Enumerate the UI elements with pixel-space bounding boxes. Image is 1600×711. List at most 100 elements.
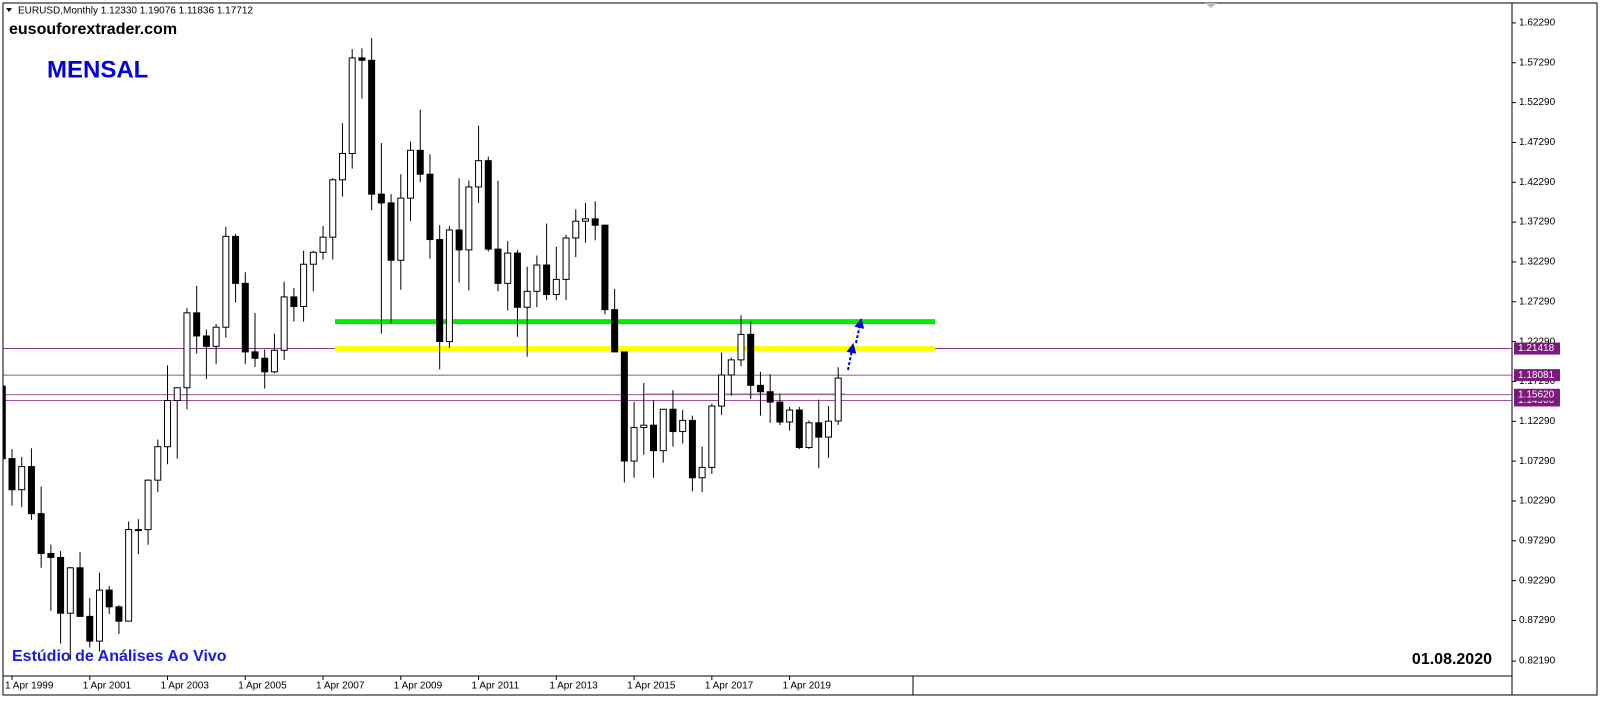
- candle-body: [300, 263, 308, 307]
- site-name: eusouforextrader.com: [9, 21, 177, 38]
- candle-body: [824, 420, 832, 438]
- candle-body: [280, 296, 288, 351]
- candle-body: [572, 220, 580, 239]
- price-tag: [1514, 369, 1560, 382]
- candle-body: [513, 252, 521, 308]
- candle-body: [630, 427, 638, 462]
- candle-body: [426, 173, 434, 241]
- candle-body: [27, 466, 35, 515]
- candle-body: [494, 248, 502, 284]
- footer-text: Estúdio de Análises Ao Vivo: [12, 648, 227, 665]
- candle-body: [47, 552, 55, 558]
- y-tick-label: 0.87290: [1519, 615, 1556, 626]
- x-tick-label: 1 Apr 2007: [316, 681, 365, 692]
- candle-body: [105, 589, 113, 608]
- candle-body: [815, 422, 823, 438]
- candle-body: [523, 290, 531, 308]
- candle-body: [756, 384, 764, 393]
- y-tick-label: 0.92290: [1519, 575, 1556, 586]
- candle-body: [76, 567, 84, 617]
- candle-body: [18, 466, 26, 491]
- candle-body: [338, 153, 346, 181]
- candle-body: [737, 333, 745, 361]
- chart-header: EURUSD,Monthly 1.12330 1.19076 1.11836 1…: [18, 6, 253, 17]
- candle-body: [679, 419, 687, 433]
- candle-body: [144, 479, 152, 531]
- candle-body: [562, 237, 570, 280]
- candle-body: [436, 239, 444, 343]
- candle-body: [202, 335, 210, 347]
- candle-body: [348, 57, 356, 155]
- x-tick-label: 1 Apr 2001: [83, 681, 132, 692]
- candle-body: [659, 408, 667, 452]
- candle-body: [640, 424, 648, 429]
- candle-body: [611, 309, 619, 353]
- candle-body: [329, 179, 337, 238]
- plot-area: [3, 37, 1512, 661]
- candle-body: [86, 615, 94, 642]
- x-tick-label: 1 Apr 2009: [394, 681, 443, 692]
- candle-body: [718, 374, 726, 407]
- candle-body: [377, 193, 385, 204]
- candle-body: [222, 235, 230, 328]
- candle-body: [309, 251, 317, 265]
- y-tick-label: 1.47290: [1519, 137, 1556, 148]
- candle-body: [37, 513, 45, 554]
- y-tick-label: 1.27290: [1519, 296, 1556, 307]
- candle-body: [504, 252, 512, 284]
- candle-body: [125, 529, 133, 622]
- candle-body: [319, 236, 327, 253]
- candle-body: [241, 282, 249, 353]
- candle-body: [290, 296, 298, 307]
- candle-body: [134, 529, 142, 532]
- y-tick-label: 1.22290: [1519, 336, 1556, 347]
- candle-body: [183, 312, 191, 389]
- candle-body: [66, 567, 74, 614]
- candle-body: [57, 556, 65, 614]
- candle-body: [193, 312, 201, 337]
- candle-body: [270, 349, 278, 373]
- candle-body: [805, 422, 813, 448]
- candle-body: [164, 399, 172, 448]
- candle-body: [747, 333, 755, 386]
- candle-body: [465, 186, 473, 251]
- y-tick-label: 1.42290: [1519, 177, 1556, 188]
- candle-body: [786, 409, 794, 423]
- x-tick-label: 1 Apr 2017: [705, 681, 754, 692]
- period-label: MENSAL: [47, 56, 148, 83]
- y-tick-label: 1.52290: [1519, 97, 1556, 108]
- candle-body: [397, 197, 405, 261]
- candle-body: [387, 202, 395, 261]
- x-tick-label: 1 Apr 2015: [627, 681, 676, 692]
- date-label: 01.08.2020: [1412, 651, 1492, 668]
- y-tick-label: 0.82190: [1519, 656, 1556, 667]
- candle-body: [416, 149, 424, 175]
- candle-body: [552, 278, 560, 296]
- plot-frame: [2, 2, 1513, 677]
- candle-body: [766, 391, 774, 403]
- candle-body: [591, 218, 599, 226]
- candle-body: [115, 606, 123, 622]
- y-tick-label: 1.57290: [1519, 57, 1556, 68]
- candle-body: [650, 424, 658, 452]
- arrow: [846, 343, 857, 371]
- candle-body: [669, 408, 677, 433]
- candle-body: [212, 326, 220, 347]
- candle-body: [95, 589, 103, 642]
- y-tick-label: 1.12290: [1519, 416, 1556, 427]
- x-tick-label: 1 Apr 2013: [549, 681, 598, 692]
- candle-body: [688, 419, 696, 479]
- x-tick-label: 1 Apr 2011: [472, 681, 520, 692]
- y-tick-label: 1.02290: [1519, 496, 1556, 507]
- candle-body: [232, 235, 240, 284]
- candle-body: [533, 264, 541, 292]
- x-tick-label: 1 Apr 1999: [5, 681, 54, 692]
- price-tag-label: 1.15620: [1518, 389, 1555, 400]
- y-tick-label: 1.07290: [1519, 456, 1556, 467]
- price-tag-label: 1.21418: [1518, 343, 1555, 354]
- candle-body: [795, 409, 803, 448]
- candle-body: [776, 401, 784, 423]
- x-tick-label: 1 Apr 2019: [783, 681, 832, 692]
- candle-body: [543, 264, 551, 296]
